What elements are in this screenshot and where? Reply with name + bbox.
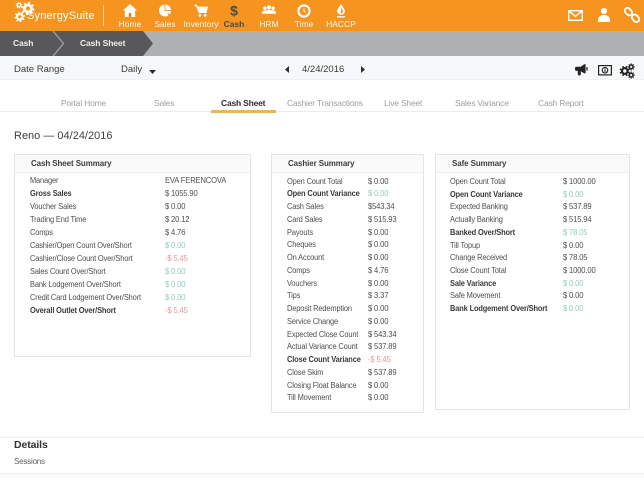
svg-text:$: $ xyxy=(230,4,238,18)
